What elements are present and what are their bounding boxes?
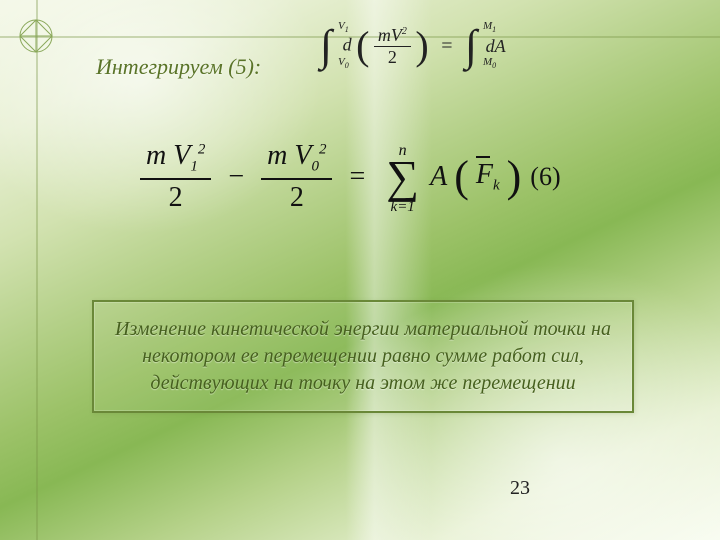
theorem-statement-text: Изменение кинетической энергии материаль… [112,316,614,397]
decor-line-vertical [36,0,38,540]
background-glow [0,0,720,540]
corner-diamond-icon [18,18,54,54]
equation-main: m V12 2 − m V02 2 = n ∑ k=1 A ( Fk ) (6) [140,140,561,214]
theorem-statement-box: Изменение кинетической энергии материаль… [92,300,634,413]
slide-heading: Интегрируем (5): [96,54,261,80]
equation-integral: V1 ∫ V0 d ( mV2 2 ) = M1 ∫ M0 dA [320,24,506,68]
page-number: 23 [510,477,530,500]
